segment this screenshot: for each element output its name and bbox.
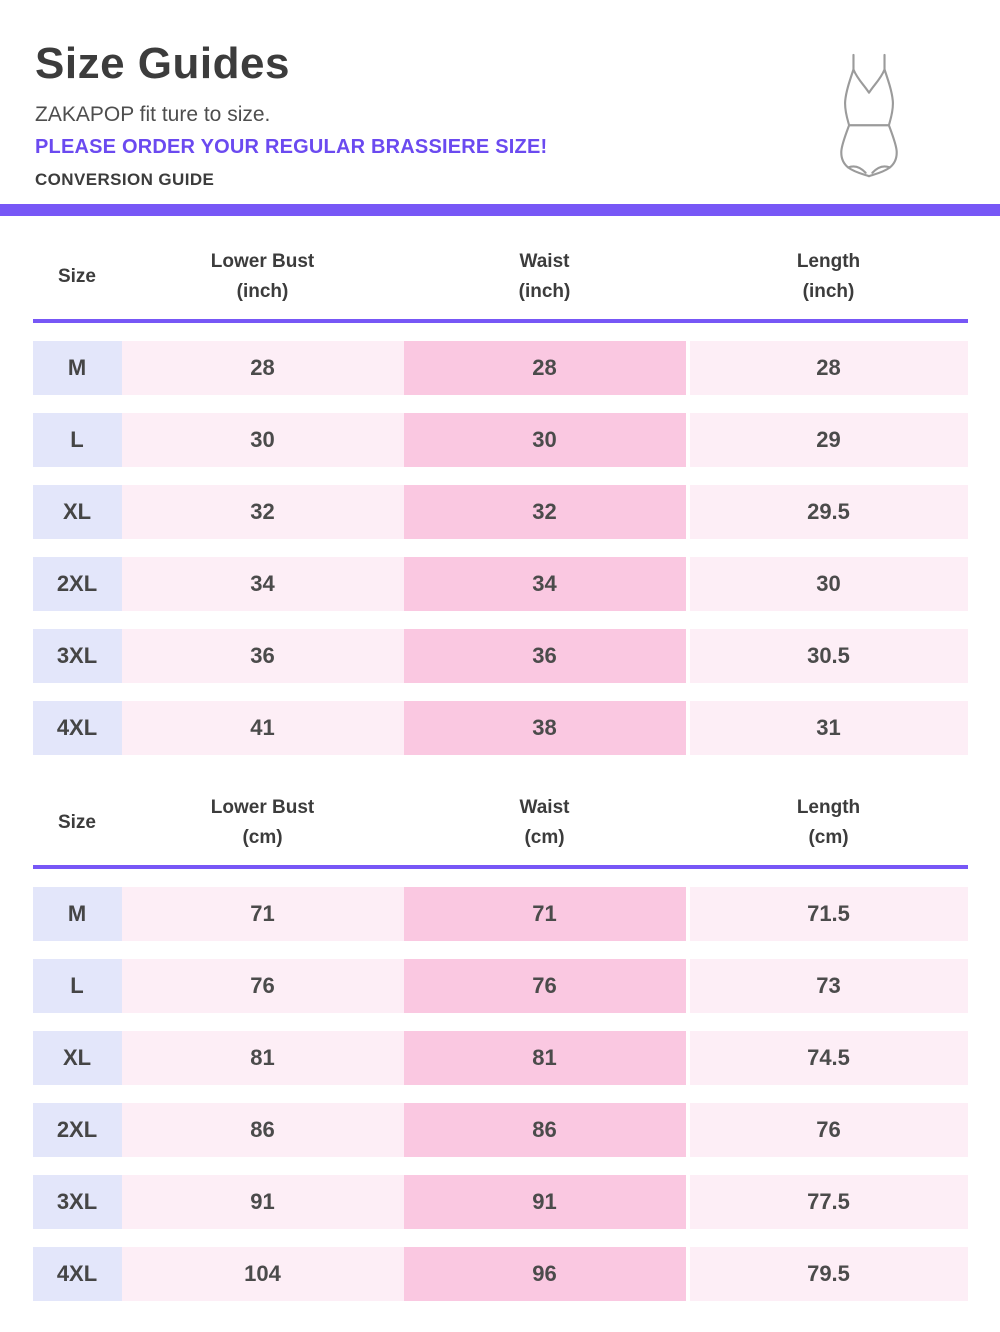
- lower-bust-cell: 76: [121, 959, 404, 1014]
- size-cell: M: [32, 341, 122, 396]
- page-title: Size Guides: [35, 39, 290, 88]
- size-cell: 2XL: [32, 1103, 122, 1158]
- header: Size Guides ZAKAPOP fit ture to size. PL…: [0, 0, 1000, 190]
- column-header-length: Length (cm): [796, 797, 861, 848]
- waist-cell: 34: [403, 557, 686, 612]
- lower-bust-cell: 32: [121, 485, 404, 540]
- table-row: XL 32 32 29.5: [32, 485, 968, 540]
- waist-cell: 28: [403, 341, 686, 396]
- accent-divider-bar: [0, 204, 1000, 217]
- length-cell: 76: [689, 1103, 968, 1158]
- column-header-size: Size: [57, 811, 97, 833]
- size-cell: XL: [32, 1031, 122, 1086]
- lower-bust-cell: 28: [121, 341, 404, 396]
- lower-bust-cell: 30: [121, 413, 404, 468]
- size-cell: 3XL: [32, 629, 122, 684]
- waist-cell: 36: [403, 629, 686, 684]
- lower-bust-cell: 36: [121, 629, 404, 684]
- length-cell: 71.5: [689, 887, 968, 942]
- length-cell: 30: [689, 557, 968, 612]
- waist-cell: 91: [403, 1175, 686, 1230]
- column-header-lower-bust: Lower Bust (inch): [210, 251, 315, 302]
- size-cell: L: [32, 413, 122, 468]
- lower-bust-cell: 86: [121, 1103, 404, 1158]
- header-underline: [32, 865, 968, 870]
- size-cell: 4XL: [32, 1247, 122, 1302]
- waist-cell: 71: [403, 887, 686, 942]
- size-table-cm: Size Lower Bust (cm) Waist (cm) Length (…: [32, 755, 968, 1302]
- length-cell: 29: [689, 413, 968, 468]
- size-cell: L: [32, 959, 122, 1014]
- table-row: L 76 76 73: [32, 959, 968, 1014]
- table-row: 2XL 34 34 30: [32, 557, 968, 612]
- table-row: M 28 28 28: [32, 341, 968, 396]
- fit-note: ZAKAPOP fit ture to size.: [35, 103, 271, 127]
- waist-cell: 38: [403, 701, 686, 756]
- waist-cell: 86: [403, 1103, 686, 1158]
- length-cell: 30.5: [689, 629, 968, 684]
- lower-bust-cell: 34: [121, 557, 404, 612]
- header-underline: [32, 319, 968, 324]
- waist-cell: 76: [403, 959, 686, 1014]
- lower-bust-cell: 41: [121, 701, 404, 756]
- conversion-guide-label: CONVERSION GUIDE: [35, 170, 215, 190]
- table-row: XL 81 81 74.5: [32, 1031, 968, 1086]
- order-note: PLEASE ORDER YOUR REGULAR BRASSIERE SIZE…: [35, 136, 548, 159]
- column-header-length: Length (inch): [796, 251, 861, 302]
- size-cell: 4XL: [32, 701, 122, 756]
- size-cell: M: [32, 887, 122, 942]
- length-cell: 74.5: [689, 1031, 968, 1086]
- length-cell: 79.5: [689, 1247, 968, 1302]
- size-table-inch: Size Lower Bust (inch) Waist (inch) Leng…: [32, 216, 968, 756]
- table-header-row: Size Lower Bust (inch) Waist (inch) Leng…: [33, 216, 968, 319]
- swimsuit-icon: [830, 52, 908, 182]
- table-row: 4XL 104 96 79.5: [32, 1247, 968, 1302]
- table-row: 4XL 41 38 31: [32, 701, 968, 756]
- waist-cell: 30: [403, 413, 686, 468]
- column-header-waist: Waist (cm): [519, 797, 570, 848]
- length-cell: 73: [689, 959, 968, 1014]
- size-cell: XL: [32, 485, 122, 540]
- table-row: M 71 71 71.5: [32, 887, 968, 942]
- table-row: L 30 30 29: [32, 413, 968, 468]
- length-cell: 28: [689, 341, 968, 396]
- waist-cell: 81: [403, 1031, 686, 1086]
- length-cell: 29.5: [689, 485, 968, 540]
- length-cell: 77.5: [689, 1175, 968, 1230]
- column-header-lower-bust: Lower Bust (cm): [210, 797, 315, 848]
- column-header-waist: Waist (inch): [518, 251, 571, 302]
- size-cell: 2XL: [32, 557, 122, 612]
- waist-cell: 96: [403, 1247, 686, 1302]
- lower-bust-cell: 91: [121, 1175, 404, 1230]
- lower-bust-cell: 81: [121, 1031, 404, 1086]
- lower-bust-cell: 104: [121, 1247, 404, 1302]
- table-row: 3XL 91 91 77.5: [32, 1175, 968, 1230]
- size-cell: 3XL: [32, 1175, 122, 1230]
- table-row: 3XL 36 36 30.5: [32, 629, 968, 684]
- table-header-row: Size Lower Bust (cm) Waist (cm) Length (…: [33, 755, 968, 865]
- waist-cell: 32: [403, 485, 686, 540]
- length-cell: 31: [689, 701, 968, 756]
- lower-bust-cell: 71: [121, 887, 404, 942]
- column-header-size: Size: [57, 266, 97, 288]
- table-row: 2XL 86 86 76: [32, 1103, 968, 1158]
